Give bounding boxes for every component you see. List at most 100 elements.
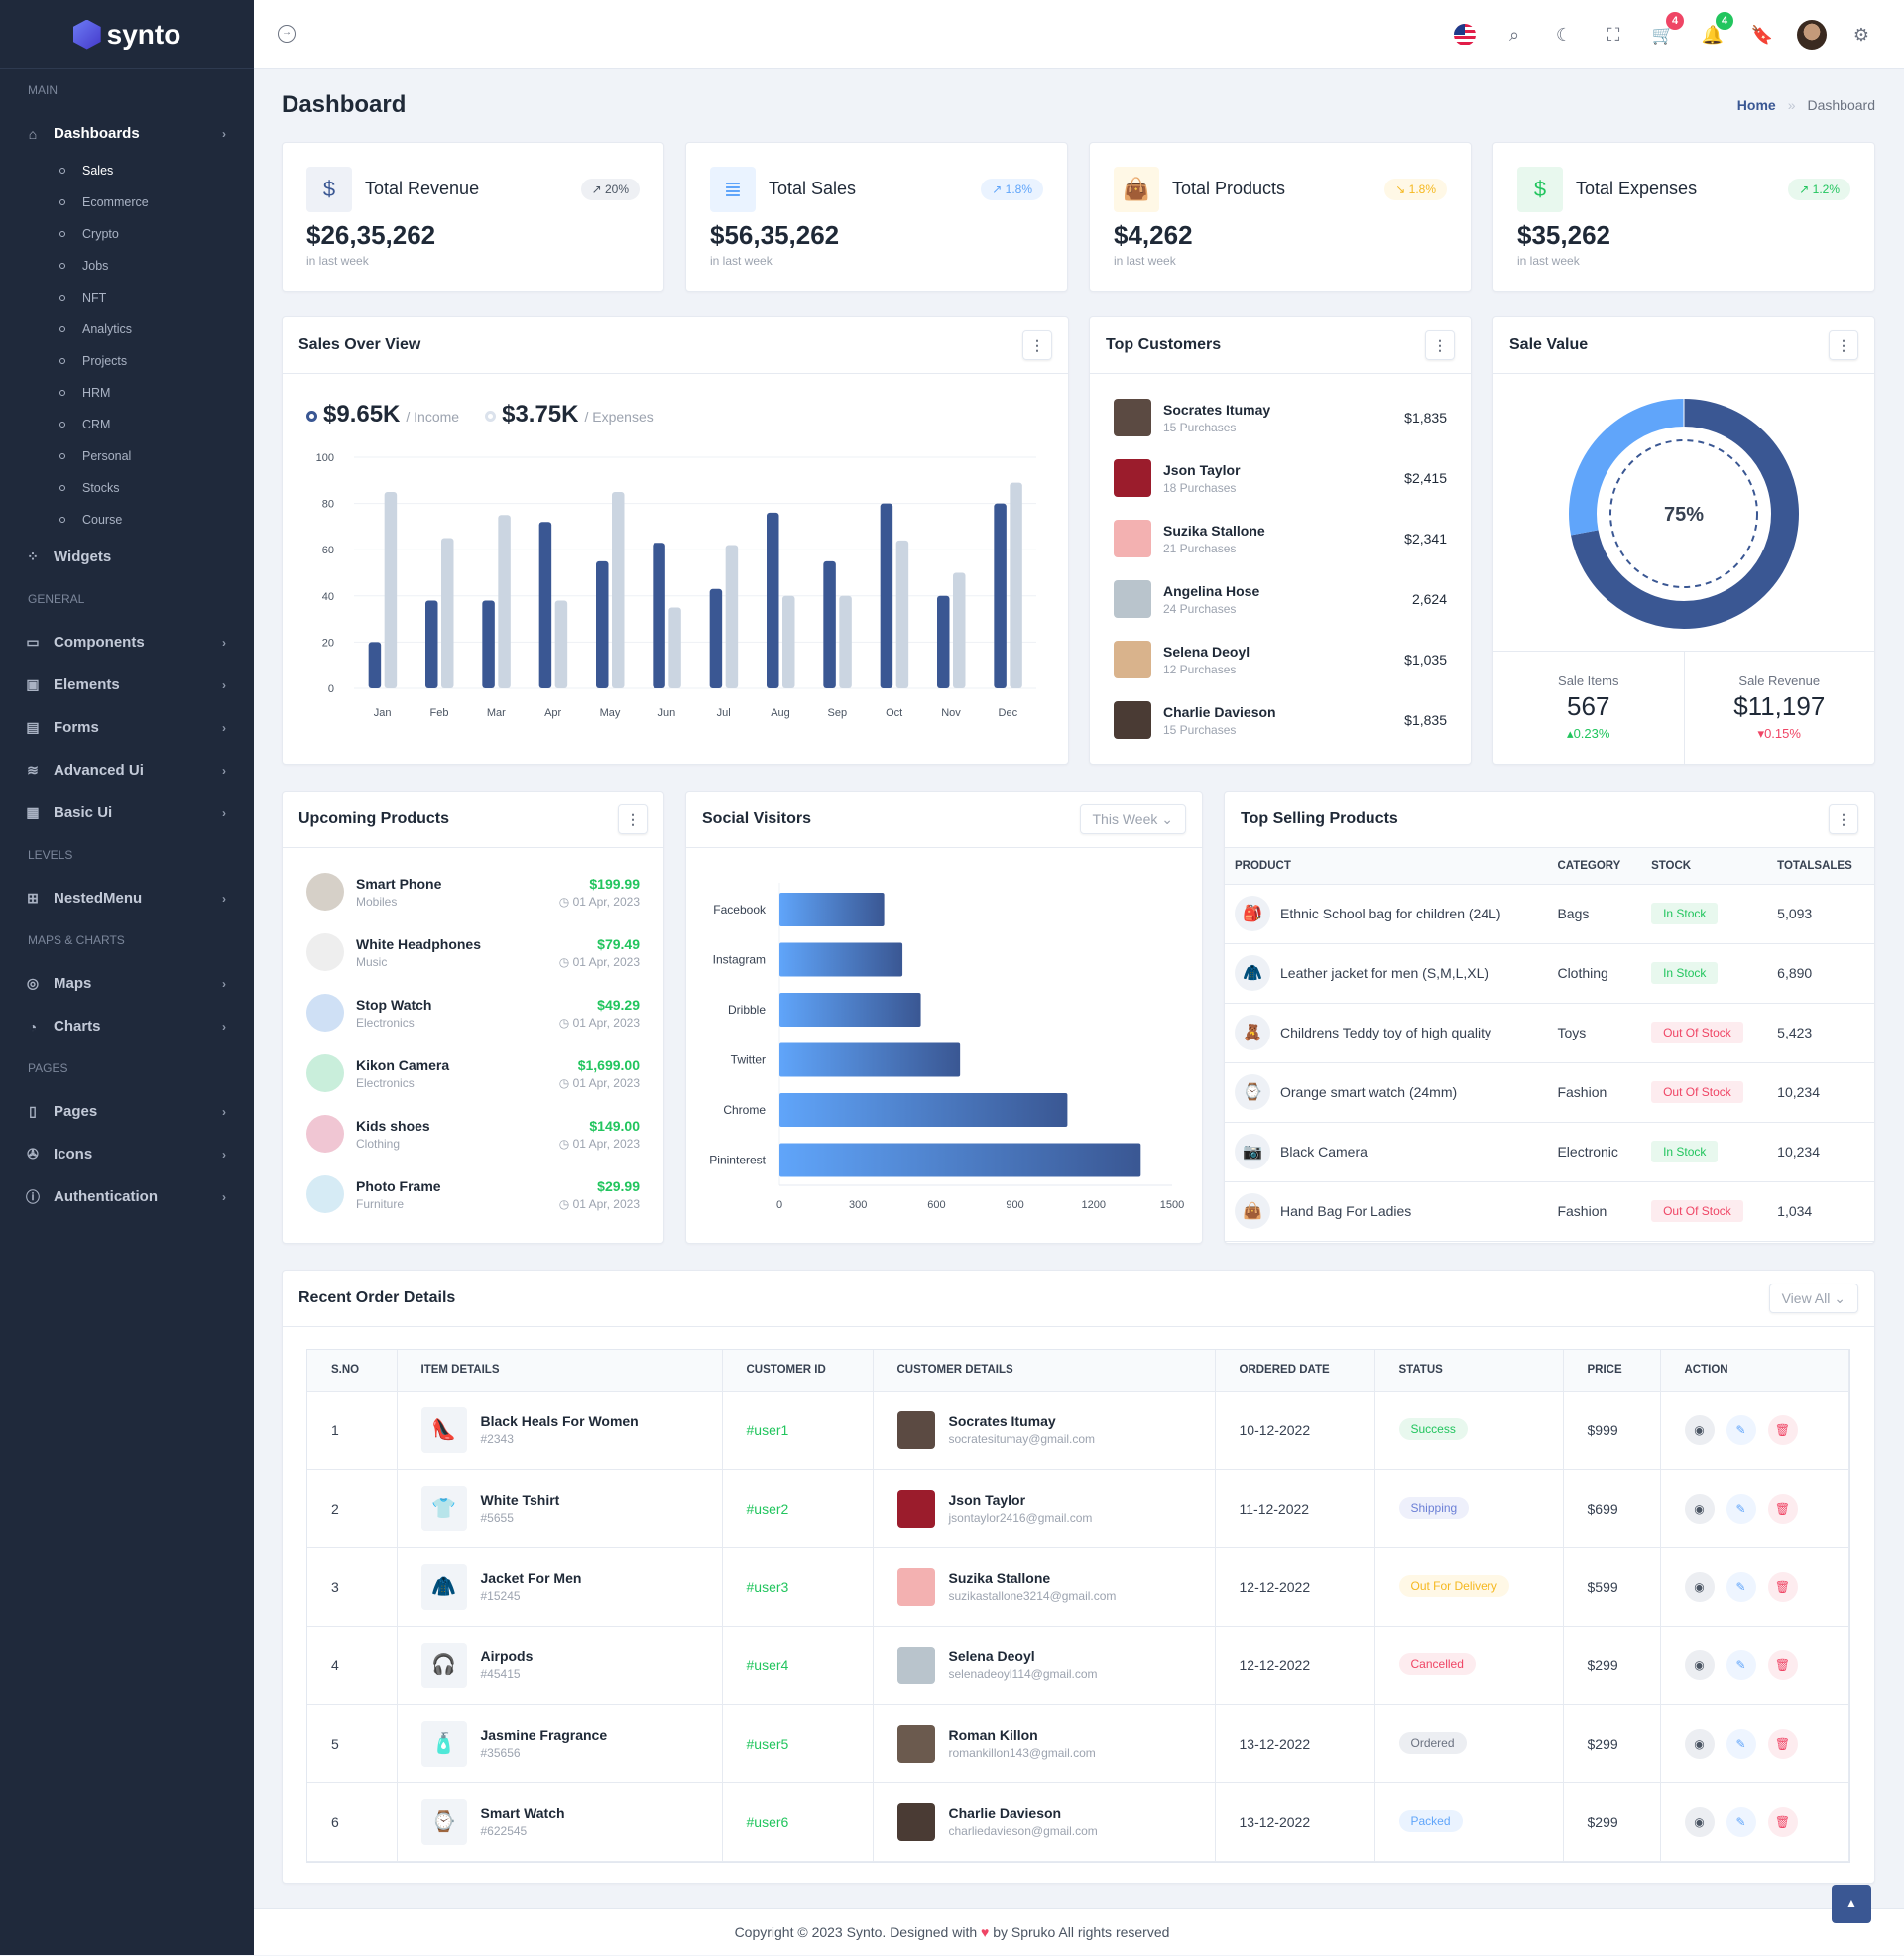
more-options-icon[interactable]: ⋮ <box>1425 330 1455 360</box>
sidebar-subitem-ecommerce[interactable]: Ecommerce <box>0 186 254 218</box>
sidebar-subitem-crm[interactable]: CRM <box>0 409 254 440</box>
upcoming-product-item[interactable]: Kids shoes Clothing $149.00 ◷ 01 Apr, 2023 <box>306 1109 640 1159</box>
cart-button[interactable]: 🛒 4 <box>1648 12 1684 52</box>
sidebar-item-icons[interactable]: ✇ Icons › <box>0 1133 254 1175</box>
sidebar-item-dashboards[interactable]: ⌂ Dashboards › <box>0 112 254 155</box>
more-options-icon[interactable]: ⋮ <box>1022 330 1052 360</box>
customer-list-item[interactable]: Selena Deoyl 12 Purchases $1,035 <box>1114 635 1447 684</box>
sidebar-item-advanced-ui[interactable]: ≋ Advanced Ui › <box>0 749 254 792</box>
table-row[interactable]: 🎒 Ethnic School bag for children (24L) Bag… <box>1225 884 1874 944</box>
trend-up-icon: ↗ <box>591 183 605 196</box>
customer-list-item[interactable]: Socrates Itumay 15 Purchases $1,835 <box>1114 393 1447 442</box>
edit-pencil-icon[interactable]: ✎ <box>1726 1728 1756 1759</box>
more-options-icon[interactable]: ⋮ <box>1829 330 1858 360</box>
sidebar-item-elements[interactable]: ▣ Elements › <box>0 664 254 706</box>
table-row[interactable]: 📷 Black Camera Electronic In Stock 10,234 <box>1225 1122 1874 1182</box>
customer-list-item[interactable]: Suzika Stallone 21 Purchases $2,341 <box>1114 514 1447 563</box>
sidebar-subitem-projects[interactable]: Projects <box>0 345 254 377</box>
sidebar-item-nestedmenu[interactable]: ⊞ NestedMenu › <box>0 877 254 919</box>
sidebar-item-basic-ui[interactable]: ▦ Basic Ui › <box>0 792 254 834</box>
y-tick-label: 0 <box>328 683 334 695</box>
sidebar-subitem-stocks[interactable]: Stocks <box>0 472 254 504</box>
delete-trash-icon[interactable]: 🗑 <box>1767 1571 1798 1602</box>
view-eye-icon[interactable]: ◉ <box>1684 1571 1715 1602</box>
product-category: Clothing <box>1547 943 1642 1004</box>
language-selector[interactable] <box>1450 18 1480 52</box>
settings-gear-icon[interactable]: ⚙ <box>1852 24 1870 45</box>
sidebar-subitem-course[interactable]: Course <box>0 504 254 536</box>
upcoming-product-item[interactable]: Photo Frame Furniture $29.99 ◷ 01 Apr, 2023 <box>306 1169 640 1219</box>
table-row[interactable]: 👜 Hand Bag For Ladies Fashion Out Of Stock 1… <box>1225 1181 1874 1242</box>
sidebar-item-forms[interactable]: ▤ Forms › <box>0 706 254 749</box>
delete-trash-icon[interactable]: 🗑 <box>1767 1493 1798 1524</box>
ordered-date: 13-12-2022 <box>1215 1782 1375 1862</box>
view-eye-icon[interactable]: ◉ <box>1684 1728 1715 1759</box>
scroll-to-top-button[interactable]: ▲ <box>1832 1885 1871 1923</box>
sidebar-item-pages[interactable]: ▯ Pages › <box>0 1090 254 1133</box>
sidebar-subitem-sales[interactable]: Sales <box>0 155 254 186</box>
sidebar-subitem-personal[interactable]: Personal <box>0 440 254 472</box>
period-dropdown[interactable]: This Week ⌄ <box>1079 804 1186 834</box>
customer-purchases: 12 Purchases <box>1163 662 1237 676</box>
customer-list-item[interactable]: Json Taylor 18 Purchases $2,415 <box>1114 453 1447 503</box>
sidebar-toggle-icon[interactable]: → <box>278 25 296 43</box>
delete-trash-icon[interactable]: 🗑 <box>1767 1728 1798 1759</box>
search-icon[interactable]: ⌕ <box>1508 24 1520 45</box>
sale-items-label: Sale Items <box>1558 673 1619 688</box>
table-row[interactable]: ⌚ Orange smart watch (24mm) Fashion Out Of … <box>1225 1062 1874 1123</box>
delete-trash-icon[interactable]: 🗑 <box>1767 1806 1798 1837</box>
stat-caption: in last week <box>710 254 773 268</box>
view-eye-icon[interactable]: ◉ <box>1684 1650 1715 1680</box>
edit-pencil-icon[interactable]: ✎ <box>1726 1650 1756 1680</box>
edit-pencil-icon[interactable]: ✎ <box>1726 1806 1756 1837</box>
more-options-icon[interactable]: ⋮ <box>618 804 648 834</box>
edit-pencil-icon[interactable]: ✎ <box>1726 1414 1756 1445</box>
fullscreen-icon[interactable]: ⛶ <box>1606 24 1620 45</box>
sidebar-subitem-analytics[interactable]: Analytics <box>0 313 254 345</box>
sidebar-nav: MAIN ⌂ Dashboards › Sales Ecommerce Crypto Jobs… <box>0 69 254 1218</box>
sidebar-subitem-nft[interactable]: NFT <box>0 282 254 313</box>
sidebar-item-maps[interactable]: ◎ Maps › <box>0 962 254 1005</box>
upcoming-product-item[interactable]: White Headphones Music $79.49 ◷ 01 Apr, 202… <box>306 927 640 977</box>
brand-logo[interactable]: synto <box>0 0 254 69</box>
customer-purchases: 15 Purchases <box>1163 722 1237 737</box>
upcoming-product-item[interactable]: Kikon Camera Electronics $1,699.00 ◷ 01 Apr… <box>306 1048 640 1098</box>
breadcrumb-current: Dashboard <box>1807 97 1876 113</box>
sidebar-item-authentication[interactable]: ⓘ Authentication › <box>0 1175 254 1218</box>
sidebar-item-widgets[interactable]: ⁘ Widgets <box>0 536 254 578</box>
customer-email: suzikastallone3214@gmail.com <box>948 1589 1117 1603</box>
delete-trash-icon[interactable]: 🗑 <box>1767 1650 1798 1680</box>
table-row[interactable]: 🧸 Childrens Teddy toy of high quality Toys… <box>1225 1003 1874 1063</box>
more-options-icon[interactable]: ⋮ <box>1829 804 1858 834</box>
view-eye-icon[interactable]: ◉ <box>1684 1414 1715 1445</box>
stat-value: $56,35,262 <box>710 220 840 250</box>
footer: Copyright © 2023 Synto. Designed with ♥ … <box>254 1908 1904 1955</box>
edit-pencil-icon[interactable]: ✎ <box>1726 1571 1756 1602</box>
table-row[interactable]: 🧥 Leather jacket for men (S,M,L,XL) Clothi… <box>1225 943 1874 1004</box>
profile-button[interactable] <box>1797 18 1827 52</box>
upcoming-product-item[interactable]: Stop Watch Electronics $49.29 ◷ 01 Apr, 202… <box>306 988 640 1038</box>
bookmark-icon[interactable]: 🔖 <box>1750 24 1774 45</box>
serial-number: 1 <box>307 1391 398 1470</box>
sidebar-item-components[interactable]: ▭ Components › <box>0 621 254 664</box>
sidebar-subitem-hrm[interactable]: HRM <box>0 377 254 409</box>
sidebar-subitem-jobs[interactable]: Jobs <box>0 250 254 282</box>
dark-mode-moon-icon[interactable]: ☾ <box>1555 24 1573 45</box>
sidebar-item-charts[interactable]: ◔ Charts › <box>0 1005 254 1047</box>
sidebar-subitem-crypto[interactable]: Crypto <box>0 218 254 250</box>
upcoming-product-item[interactable]: Smart Phone Mobiles $199.99 ◷ 01 Apr, 2023 <box>306 867 640 917</box>
customer-list-item[interactable]: Charlie Davieson 15 Purchases $1,835 <box>1114 695 1447 745</box>
breadcrumb-home-link[interactable]: Home <box>1736 97 1776 113</box>
view-eye-icon[interactable]: ◉ <box>1684 1493 1715 1524</box>
x-tick-label: Feb <box>430 707 449 719</box>
edit-pencil-icon[interactable]: ✎ <box>1726 1493 1756 1524</box>
sidebar-subitem-label: Ecommerce <box>82 195 149 209</box>
view-eye-icon[interactable]: ◉ <box>1684 1806 1715 1837</box>
column-header: CUSTOMER ID <box>722 1350 874 1392</box>
notifications-button[interactable]: 🔔 4 <box>1698 12 1733 52</box>
bar-expenses <box>668 607 681 688</box>
delete-trash-icon[interactable]: 🗑 <box>1767 1414 1798 1445</box>
bar-expenses <box>441 538 454 688</box>
customer-list-item[interactable]: Angelina Hose 24 Purchases 2,624 <box>1114 574 1447 624</box>
view-all-dropdown[interactable]: View All ⌄ <box>1768 1284 1858 1313</box>
